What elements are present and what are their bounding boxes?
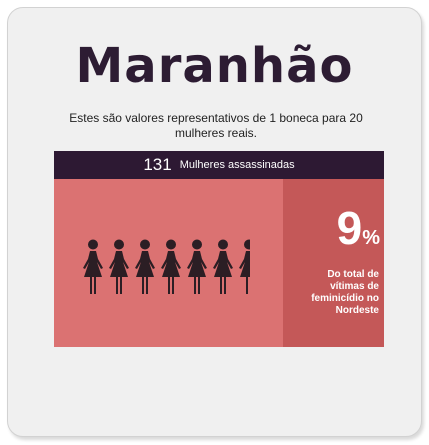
page-title: Maranhão [75, 38, 354, 94]
header-bar: 131 Mulheres assassinadas [54, 151, 384, 179]
figure-row [82, 239, 254, 295]
percentage-box: 9% Do total de vítimas de feminicídio no… [283, 179, 384, 347]
percentage-value: 9 [336, 202, 363, 254]
victim-count-label: Mulheres assassinadas [179, 159, 295, 171]
woman-figure-icon [160, 239, 182, 295]
legend-text: Estes são valores representativos de 1 b… [69, 111, 363, 140]
victim-count: 131 [143, 155, 172, 174]
woman-figure-icon [82, 239, 104, 295]
percentage-description: Do total de vítimas de feminicídio no No… [311, 269, 379, 316]
infographic-panel: 131 Mulheres assassinadas 9% Do total de… [54, 151, 384, 347]
partial-woman-figure-icon [238, 239, 250, 295]
woman-figure-icon [108, 239, 130, 295]
state-card: Maranhão Estes são valores representativ… [7, 7, 422, 437]
woman-figure-icon [186, 239, 208, 295]
percentage-unit: % [362, 227, 380, 249]
percentage: 9% [283, 203, 384, 253]
woman-figure-icon [134, 239, 156, 295]
woman-figure-icon [212, 239, 234, 295]
